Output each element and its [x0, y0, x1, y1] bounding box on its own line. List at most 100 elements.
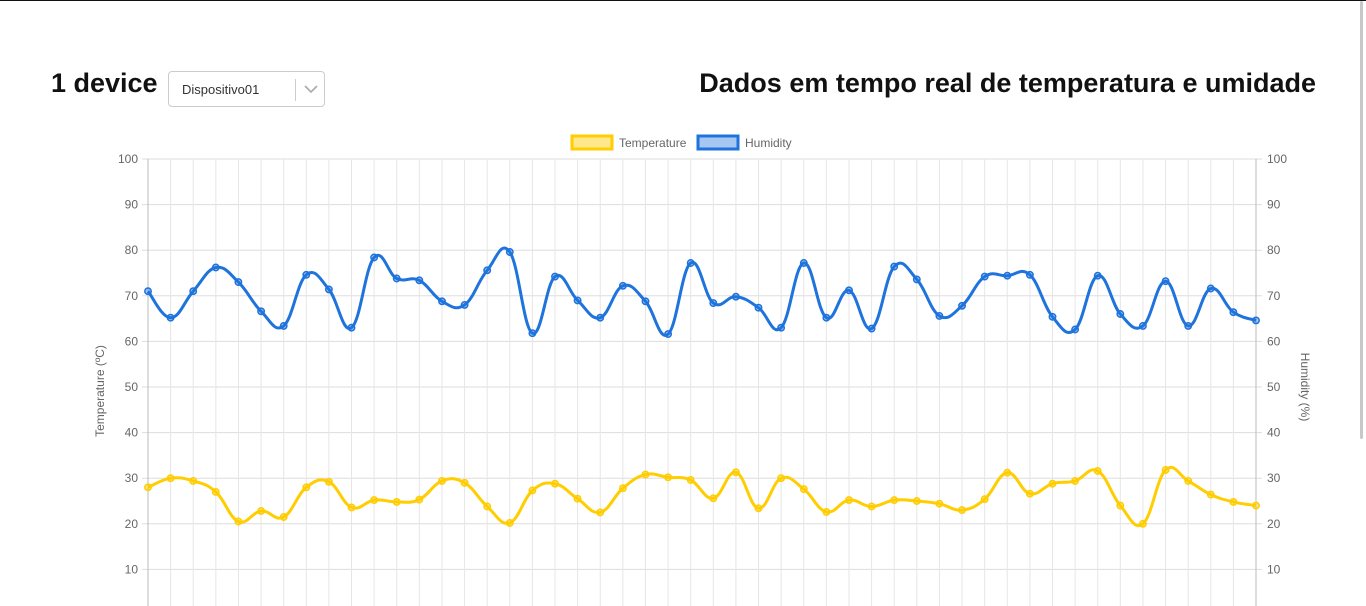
data-point-temperature[interactable] [1093, 466, 1102, 475]
data-point-humidity[interactable] [528, 329, 537, 338]
data-point-temperature[interactable] [799, 485, 808, 494]
data-point-humidity[interactable] [799, 259, 808, 267]
data-point-humidity[interactable] [1093, 271, 1102, 280]
data-point-temperature[interactable] [664, 473, 673, 482]
data-point-humidity[interactable] [1161, 277, 1170, 286]
data-point-humidity[interactable] [324, 285, 333, 294]
data-point-humidity[interactable] [686, 259, 695, 267]
data-point-humidity[interactable] [551, 272, 559, 281]
legend-swatch-temperature[interactable] [570, 134, 614, 151]
data-point-humidity[interactable] [347, 323, 356, 332]
data-point-temperature[interactable] [257, 507, 266, 515]
data-point-temperature[interactable] [845, 496, 853, 505]
data-point-temperature[interactable] [551, 479, 559, 488]
data-point-temperature[interactable] [709, 494, 718, 503]
data-point-humidity[interactable] [731, 292, 740, 301]
data-point-humidity[interactable] [845, 286, 853, 295]
data-point-humidity[interactable] [664, 330, 673, 339]
data-point-humidity[interactable] [211, 263, 220, 272]
data-point-humidity[interactable] [754, 303, 763, 312]
data-point-temperature[interactable] [912, 497, 921, 505]
data-point-temperature[interactable] [867, 502, 876, 511]
data-point-temperature[interactable] [686, 476, 695, 484]
data-point-temperature[interactable] [392, 497, 401, 506]
data-point-humidity[interactable] [641, 297, 650, 306]
data-point-humidity[interactable] [1116, 310, 1125, 318]
data-point-temperature[interactable] [980, 495, 989, 504]
data-point-humidity[interactable] [257, 307, 266, 316]
data-point-humidity[interactable] [279, 321, 288, 330]
data-point-temperature[interactable] [415, 495, 424, 504]
data-point-temperature[interactable] [144, 483, 152, 492]
data-point-temperature[interactable] [731, 468, 740, 477]
data-point-humidity[interactable] [370, 253, 379, 262]
data-point-temperature[interactable] [1071, 476, 1080, 485]
data-point-temperature[interactable] [234, 517, 243, 526]
data-point-humidity[interactable] [1184, 321, 1193, 330]
data-point-humidity[interactable] [460, 300, 469, 309]
data-point-humidity[interactable] [144, 287, 152, 296]
chevron-down-icon[interactable] [300, 78, 322, 100]
data-point-humidity[interactable] [1071, 325, 1080, 334]
legend-label-temperature[interactable]: Temperature [619, 136, 687, 150]
data-point-humidity[interactable] [166, 313, 175, 322]
data-point-humidity[interactable] [392, 274, 401, 283]
data-point-humidity[interactable] [709, 299, 718, 308]
data-point-temperature[interactable] [279, 513, 288, 521]
page-scrollbar[interactable] [1360, 1, 1363, 439]
data-point-temperature[interactable] [1161, 466, 1170, 474]
data-point-temperature[interactable] [754, 504, 763, 513]
data-point-temperature[interactable] [935, 499, 944, 508]
data-point-temperature[interactable] [189, 476, 198, 485]
data-point-temperature[interactable] [1003, 468, 1012, 477]
data-point-temperature[interactable] [1116, 501, 1125, 510]
data-point-humidity[interactable] [483, 266, 492, 275]
data-point-temperature[interactable] [483, 502, 492, 511]
data-point-humidity[interactable] [822, 313, 831, 322]
data-point-temperature[interactable] [596, 508, 605, 517]
data-point-temperature[interactable] [777, 474, 786, 483]
data-point-humidity[interactable] [302, 270, 311, 279]
data-point-humidity[interactable] [505, 248, 514, 256]
data-point-temperature[interactable] [438, 476, 446, 485]
data-point-temperature[interactable] [822, 507, 831, 516]
data-point-temperature[interactable] [1252, 501, 1260, 510]
data-point-humidity[interactable] [1048, 312, 1057, 321]
legend-swatch-humidity[interactable] [696, 134, 740, 151]
data-point-humidity[interactable] [912, 275, 921, 284]
data-point-temperature[interactable] [211, 487, 220, 496]
data-point-temperature[interactable] [618, 484, 627, 493]
data-point-temperature[interactable] [166, 474, 175, 483]
data-point-temperature[interactable] [1229, 497, 1238, 506]
data-point-temperature[interactable] [958, 506, 966, 515]
data-point-humidity[interactable] [1229, 308, 1238, 317]
data-point-temperature[interactable] [1206, 490, 1215, 499]
data-point-humidity[interactable] [234, 278, 243, 287]
data-point-temperature[interactable] [370, 496, 379, 505]
device-select[interactable]: Dispositivo01 [168, 71, 325, 107]
data-point-humidity[interactable] [438, 297, 446, 306]
data-point-temperature[interactable] [460, 478, 469, 487]
data-point-humidity[interactable] [1252, 316, 1260, 325]
data-point-temperature[interactable] [505, 518, 514, 527]
data-point-temperature[interactable] [1138, 519, 1147, 528]
data-point-temperature[interactable] [1025, 489, 1034, 498]
data-point-humidity[interactable] [958, 301, 966, 310]
data-point-humidity[interactable] [980, 272, 989, 281]
data-point-humidity[interactable] [1025, 270, 1034, 279]
data-point-humidity[interactable] [867, 324, 876, 333]
data-point-humidity[interactable] [415, 276, 424, 285]
data-point-temperature[interactable] [324, 477, 333, 486]
data-point-humidity[interactable] [618, 281, 627, 290]
data-point-humidity[interactable] [1138, 321, 1147, 330]
data-point-humidity[interactable] [890, 262, 899, 271]
data-point-temperature[interactable] [302, 483, 311, 492]
data-point-humidity[interactable] [189, 287, 198, 296]
data-point-temperature[interactable] [1184, 476, 1193, 485]
data-point-humidity[interactable] [1206, 284, 1215, 293]
data-point-temperature[interactable] [347, 503, 356, 512]
data-point-humidity[interactable] [1003, 271, 1012, 280]
data-point-humidity[interactable] [573, 296, 582, 305]
data-point-temperature[interactable] [528, 486, 537, 495]
legend-label-humidity[interactable]: Humidity [745, 136, 792, 150]
